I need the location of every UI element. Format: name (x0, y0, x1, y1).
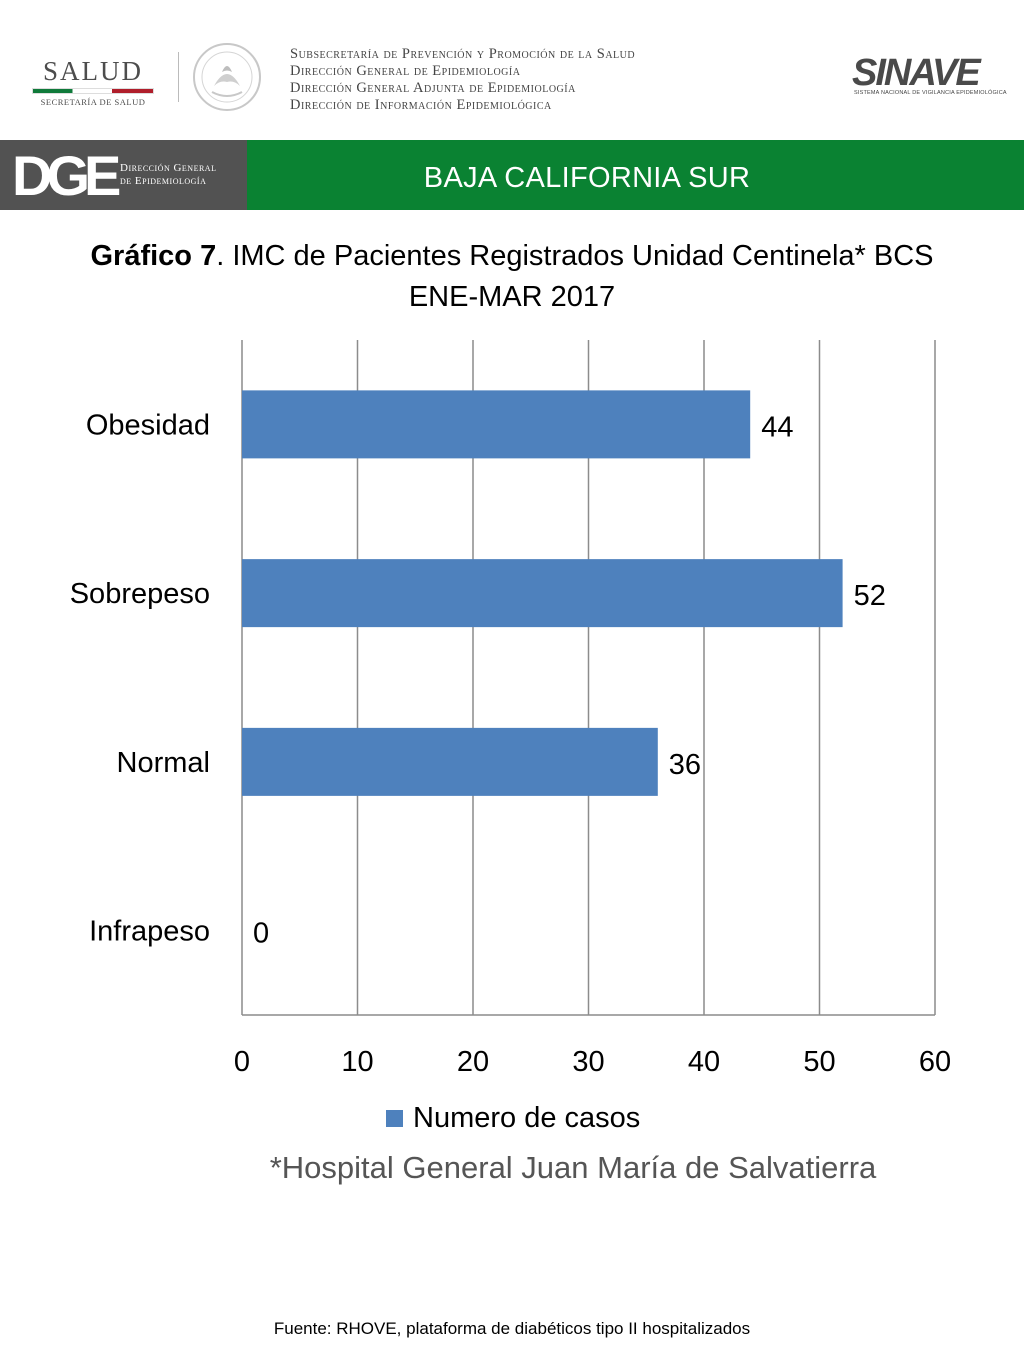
directorate-list: Subsecretaría de Prevención y Promoción … (290, 46, 810, 114)
dge-logo-block: DGE Dirección General de Epidemiología (0, 140, 247, 210)
x-tick-label: 60 (919, 1046, 951, 1078)
title-band: DGE Dirección General de Epidemiología B… (0, 140, 1024, 210)
chart-legend: Numero de casos (386, 1098, 640, 1138)
x-tick-label: 20 (457, 1046, 489, 1078)
directorate-line: Dirección General Adjunta de Epidemiolog… (290, 80, 576, 96)
dge-logo-line: Dirección General (120, 162, 217, 174)
x-tick-label: 50 (803, 1046, 835, 1078)
chart-title-number: Gráfico 7 (90, 240, 217, 272)
x-tick-label: 40 (688, 1046, 720, 1078)
data-label: 0 (253, 918, 269, 950)
data-label: 36 (669, 749, 701, 781)
dge-logo-letters: DGE (12, 144, 121, 207)
legend-swatch (386, 1109, 403, 1127)
footnote: *Hospital General Juan María de Salvatie… (269, 1150, 877, 1185)
directorate-line: Dirección de Información Epidemiológica (290, 97, 552, 113)
x-tick-label: 10 (341, 1046, 373, 1078)
data-label: 52 (854, 580, 886, 612)
category-label: Sobrepeso (70, 578, 210, 610)
category-label: Normal (117, 747, 210, 779)
salud-logo-subtitle: SECRETARÍA DE SALUD (40, 97, 146, 107)
bar (242, 727, 658, 796)
bar (242, 559, 843, 628)
dge-logo-text: Dirección General de Epidemiología (120, 162, 216, 188)
bar (242, 390, 751, 459)
chart-title: Gráfico 7. IMC de Pacientes Registrados … (0, 236, 1024, 318)
dge-logo-line: de Epidemiología (120, 175, 207, 187)
chart-title-text: . IMC de Pacientes Registrados Unidad Ce… (216, 240, 934, 272)
salud-logo: SALUD SECRETARÍA DE SALUD (28, 56, 158, 107)
salud-logo-stripe (32, 88, 154, 94)
header-divider (178, 52, 179, 102)
salud-logo-text: SALUD (42, 56, 143, 86)
directorate-line: Dirección General de Epidemiología (290, 63, 521, 79)
sinave-logo-text: SINAVE (852, 52, 981, 94)
x-tick-label: 30 (572, 1046, 604, 1078)
chart-title-period: ENE-MAR 2017 (408, 281, 616, 313)
state-name: BAJA CALIFORNIA SUR (423, 162, 751, 194)
category-label: Obesidad (86, 409, 210, 441)
sinave-logo-subtitle: SISTEMA NACIONAL DE VIGILANCIA EPIDEMIOL… (854, 90, 1007, 96)
x-tick-label: 0 (234, 1046, 250, 1078)
sinave-logo: SINAVE SISTEMA NACIONAL DE VIGILANCIA EP… (852, 48, 1007, 100)
category-label: Infrapeso (89, 916, 210, 948)
bar-chart: 0 10 20 30 40 50 60 Obesidad 44 Sobrepeso 52 Normal… (70, 340, 951, 1078)
page-header: SALUD SECRETARÍA DE SALUD Subsecretaría … (0, 0, 1024, 140)
coat-of-arms-seal-icon (193, 43, 261, 111)
legend-label: Numero de casos (413, 1101, 641, 1134)
directorate-line: Subsecretaría de Prevención y Promoción … (290, 46, 636, 62)
source-note: Fuente: RHOVE, plataforma de diabéticos … (273, 1319, 751, 1338)
state-banner: BAJA CALIFORNIA SUR (247, 140, 1024, 210)
data-label: 44 (761, 411, 793, 443)
